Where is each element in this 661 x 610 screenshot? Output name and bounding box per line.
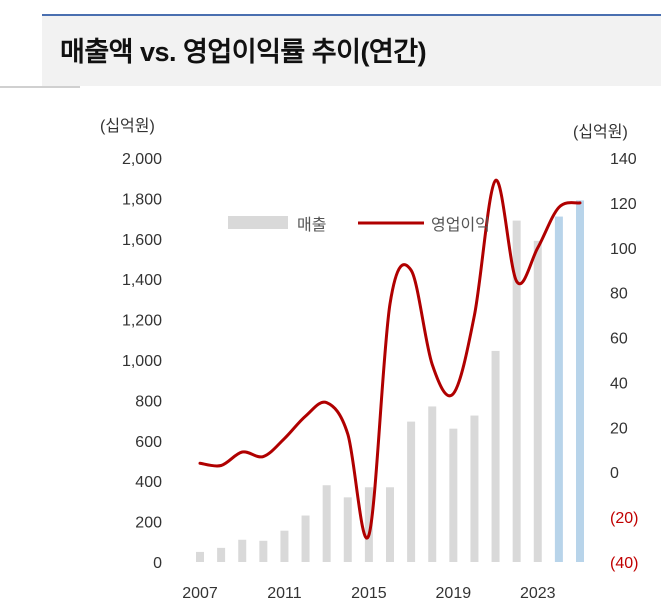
right-tick-label: 0 [610, 465, 619, 482]
legend-label-operating-profit: 영업이익 [431, 216, 490, 234]
right-tick-label: (20) [610, 510, 638, 527]
x-tick-label: 2011 [267, 585, 302, 602]
left-tick-label: 1,200 [122, 313, 162, 330]
x-tick-label: 2019 [436, 585, 472, 602]
right-tick-label: 140 [610, 151, 637, 168]
x-tick-label: 2023 [520, 585, 556, 602]
right-axis-ticks: 140 120 100 80 60 40 20 0 (20) (40) [610, 151, 638, 572]
right-axis-unit: (십억원) [573, 123, 628, 141]
left-tick-label: 400 [135, 474, 162, 491]
left-tick-label: 600 [135, 434, 162, 451]
right-tick-label: (40) [610, 555, 638, 572]
bar-2025 [576, 200, 584, 563]
left-tick-label: 2,000 [122, 151, 162, 168]
operating-profit-line [198, 178, 582, 540]
legend: 매출 영업이익 [228, 216, 490, 234]
header-band: 매출액 vs. 영업이익률 추이(연간) [42, 14, 661, 86]
x-axis-ticks: 2007 2011 2015 2019 2023 [182, 585, 555, 602]
legend-bar-swatch [228, 216, 288, 229]
bar-2018 [428, 406, 437, 562]
bar-2015 [364, 487, 373, 562]
right-tick-label: 80 [610, 286, 628, 303]
left-tick-label: 1,800 [122, 191, 162, 208]
bar-2009 [238, 539, 247, 562]
bar-2014 [343, 497, 352, 562]
bar-2010 [259, 540, 268, 562]
bar-2011 [280, 530, 289, 562]
bar-2022 [512, 220, 521, 562]
left-axis-ticks: 2,000 1,800 1,600 1,400 1,200 1,000 800 600 400 2… [122, 151, 162, 572]
header-divider [0, 86, 80, 88]
bar-2017 [407, 421, 416, 562]
bar-2012 [301, 515, 310, 562]
right-tick-label: 40 [610, 375, 628, 392]
bar-2007 [196, 551, 204, 562]
chart-title: 매출액 vs. 영업이익률 추이(연간) [60, 37, 427, 67]
bar-series [196, 200, 584, 563]
x-tick-label: 2015 [351, 585, 387, 602]
bar-2024 [554, 216, 563, 562]
bar-2023 [533, 240, 542, 562]
legend-label-sales: 매출 [297, 216, 326, 234]
bar-2019 [449, 428, 458, 562]
right-tick-label: 60 [610, 331, 628, 348]
left-tick-label: 800 [135, 393, 162, 410]
right-tick-label: 100 [610, 241, 637, 258]
bar-2008 [217, 547, 226, 562]
left-tick-label: 1,400 [122, 272, 162, 289]
bar-2021 [491, 350, 500, 562]
right-tick-label: 20 [610, 420, 628, 437]
bar-2016 [386, 487, 394, 562]
left-tick-label: 200 [135, 515, 162, 532]
x-tick-label: 2007 [182, 585, 218, 602]
bar-2013 [322, 485, 331, 562]
left-tick-label: 1,000 [122, 353, 162, 370]
right-tick-label: 120 [610, 196, 637, 213]
bar-2020 [470, 415, 479, 562]
left-tick-label: 1,600 [122, 232, 162, 249]
left-tick-label: 0 [153, 555, 162, 572]
left-axis-unit: (십억원) [100, 117, 155, 135]
